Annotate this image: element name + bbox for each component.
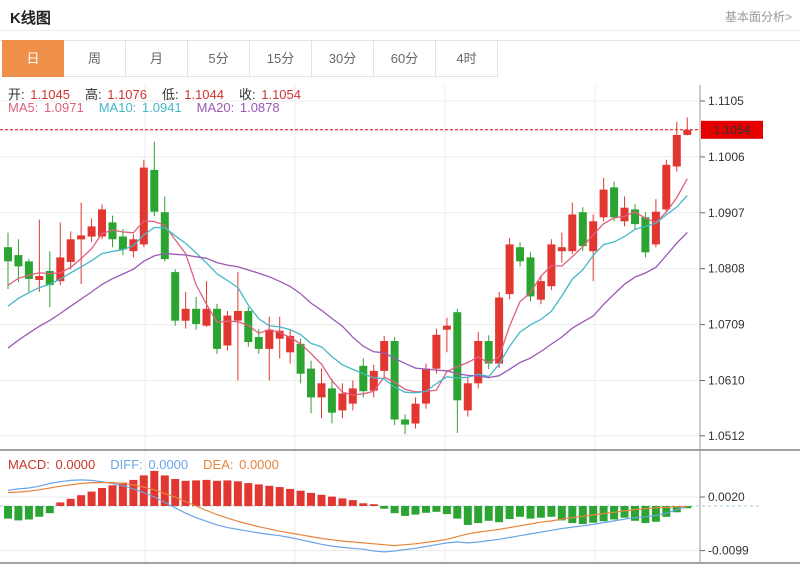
info-item: DEA: 0.0000	[203, 457, 279, 472]
info-item: 收: 1.1054	[239, 87, 301, 102]
svg-text:1.0907: 1.0907	[708, 206, 745, 220]
svg-text:1.0512: 1.0512	[708, 429, 745, 443]
info-item: DIFF: 0.0000	[110, 457, 189, 472]
tab-5分[interactable]: 5分	[188, 40, 250, 77]
tab-4时[interactable]: 4时	[436, 40, 498, 77]
tab-日[interactable]: 日	[2, 40, 64, 77]
fundamental-analysis-link[interactable]: 基本面分析>	[724, 10, 792, 24]
tab-15分[interactable]: 15分	[250, 40, 312, 77]
page-title: K线图	[10, 10, 51, 27]
svg-text:1.1105: 1.1105	[708, 94, 744, 108]
ma-info-row: MA5: 1.0971 MA10: 1.0941 MA20: 1.0878	[8, 100, 295, 115]
info-item: MA10: 1.0941	[98, 100, 182, 115]
svg-text:1.0709: 1.0709	[708, 318, 745, 332]
info-item: MA5: 1.0971	[8, 100, 84, 115]
tab-周[interactable]: 周	[64, 40, 126, 77]
period-tab-bar: 日周月 5分 15分 30分 60分 4时	[2, 40, 498, 77]
svg-text:1.0610: 1.0610	[708, 374, 745, 388]
svg-text:1.1054: 1.1054	[714, 123, 751, 137]
info-item: MA20: 1.0878	[196, 100, 280, 115]
macd-info-row: MACD: 0.0000 DIFF: 0.0000 DEA: 0.0000	[8, 457, 294, 472]
svg-text:1.0808: 1.0808	[708, 262, 745, 276]
kline-chart-canvas[interactable]: 1.1105 1.1006 1.0907 1.0808 1.0709 1.0610 1.05…	[0, 76, 800, 565]
tab-60分[interactable]: 60分	[374, 40, 436, 77]
tab-30分[interactable]: 30分	[312, 40, 374, 77]
info-item: MACD: 0.0000	[8, 457, 96, 472]
svg-text:-0.0099: -0.0099	[708, 544, 749, 558]
tab-月[interactable]: 月	[126, 40, 188, 77]
svg-text:1.1006: 1.1006	[708, 150, 745, 164]
info-item: 高: 1.1076	[85, 87, 147, 102]
ohlc-info-row: 开: 1.1045 高: 1.1076 低: 1.1044 收: 1.1054	[8, 84, 316, 103]
svg-text:0.0020: 0.0020	[708, 490, 745, 504]
info-item: 开: 1.1045	[8, 87, 70, 102]
info-item: 低: 1.1044	[162, 87, 224, 102]
title-divider	[0, 30, 800, 31]
